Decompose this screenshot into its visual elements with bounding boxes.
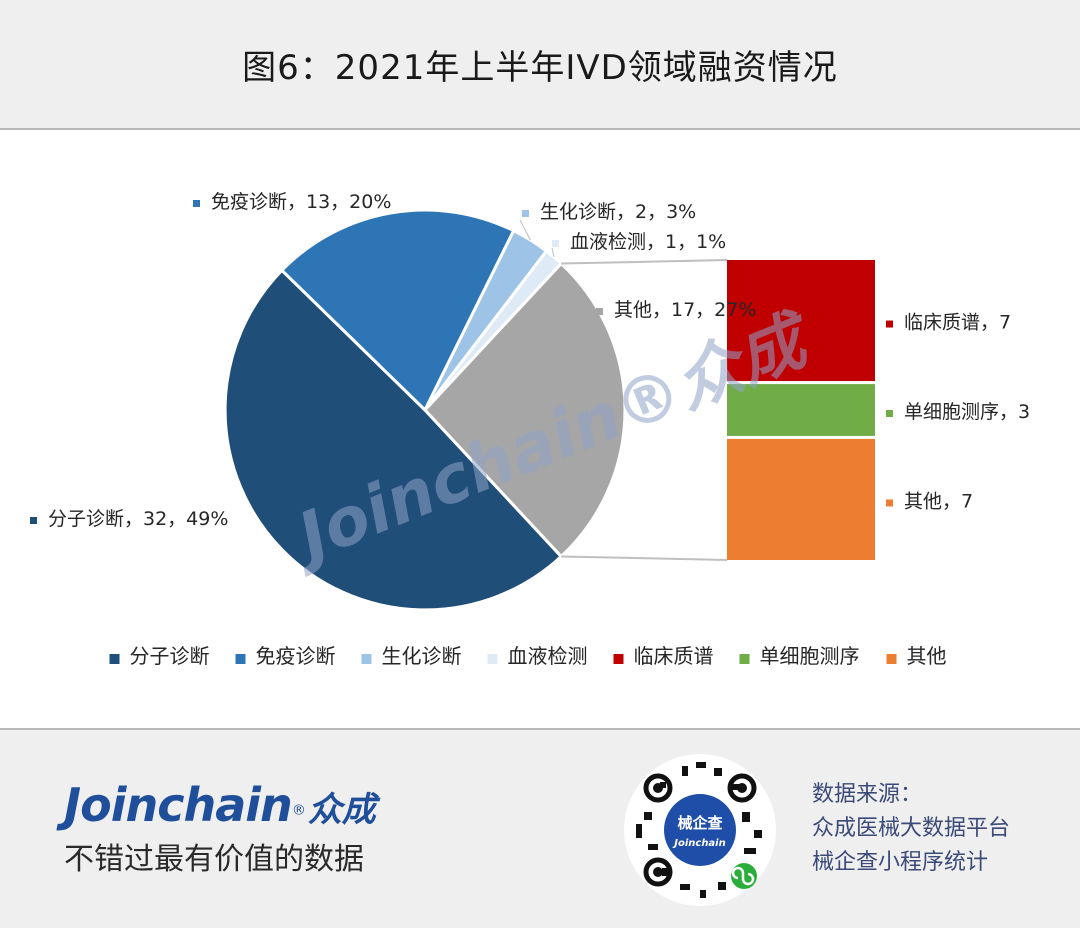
legend-label: 单细胞测序 — [760, 644, 860, 668]
legend-label: 生化诊断 — [382, 644, 462, 668]
qr-finder-marks — [643, 773, 757, 887]
brand-name: Joinchain — [64, 778, 293, 832]
qr-label-top: 械企查 — [677, 814, 723, 832]
data-label: 生化诊断，2，3% — [540, 201, 696, 223]
leader-line — [519, 219, 531, 241]
legend-swatch — [235, 654, 246, 664]
legend-swatch — [886, 654, 897, 664]
data-label: 其他，17，27% — [614, 299, 756, 321]
brand-chinese-name: 众成 — [307, 790, 376, 830]
slogan: 不错过最有价值的数据 — [64, 842, 364, 877]
chart-area: Joinchain®众成 分子诊断，32，49% 免疫诊断，13，20% 生化诊断，2… — [0, 130, 1080, 726]
data-label: 血液检测，1，1% — [570, 231, 726, 253]
label-marker — [522, 210, 529, 217]
bar-label: 临床质谱，7 — [904, 312, 1011, 334]
qr-center-badge — [664, 794, 736, 866]
connector-line — [561, 555, 728, 561]
qr-label-bottom: Joinchain — [672, 838, 725, 849]
legend-label: 分子诊断 — [130, 644, 210, 668]
bar-label: 其他，7 — [904, 490, 973, 512]
legend-swatch — [361, 654, 372, 664]
legend-swatch — [109, 654, 120, 664]
bar-segment — [727, 438, 875, 560]
qr-pattern — [636, 762, 762, 898]
leader-line — [551, 247, 555, 258]
legend-swatch — [613, 654, 624, 664]
label-marker — [596, 308, 603, 315]
legend-label: 其他 — [907, 644, 947, 668]
brand-registered-mark: ® — [291, 802, 306, 819]
brand-logo: Joinchain®众成 — [64, 778, 376, 832]
label-marker — [193, 200, 200, 207]
legend-label: 临床质谱 — [634, 644, 714, 668]
bar-label: 单细胞测序，3 — [904, 401, 1030, 423]
pie-slice — [279, 208, 516, 413]
connector-line — [561, 259, 728, 265]
label-marker — [552, 240, 559, 247]
pie-slice — [223, 268, 564, 612]
label-marker — [886, 320, 893, 328]
footer: Joinchain®众成 不错过最有价值的数据 — [0, 728, 1080, 928]
chart-title: 图6：2021年上半年IVD领域融资情况 — [242, 47, 838, 88]
pie-slice — [422, 261, 627, 559]
source-line: 众成医械大数据平台 — [812, 816, 1011, 841]
label-marker — [886, 410, 893, 417]
data-label: 分子诊断，32，49% — [48, 508, 228, 530]
header-bar: 图6：2021年上半年IVD领域融资情况 — [0, 0, 1080, 130]
label-marker — [30, 517, 37, 524]
bar-segment — [727, 260, 875, 382]
source-line: 数据来源： — [812, 782, 923, 807]
data-source: 数据来源： 众成医械大数据平台 械企查小程序统计 — [812, 778, 1010, 880]
source-line: 械企查小程序统计 — [812, 850, 989, 875]
data-label: 免疫诊断，13，20% — [211, 191, 391, 213]
legend-label: 免疫诊断 — [256, 644, 336, 668]
legend-label: 血液检测 — [508, 644, 588, 668]
legend-swatch — [487, 654, 498, 664]
label-marker — [886, 499, 893, 507]
bar-segment — [727, 384, 875, 436]
mini-program-qr-icon[interactable]: 械企查 Joinchain — [622, 752, 778, 908]
legend-swatch — [739, 654, 750, 664]
